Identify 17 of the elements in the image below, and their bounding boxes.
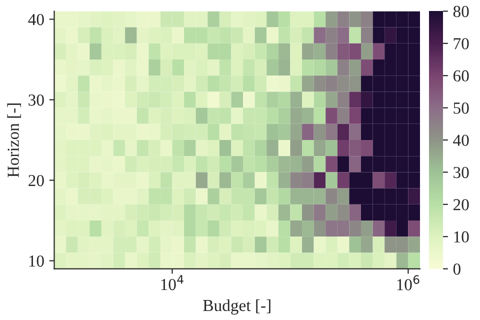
y-axis-title: Horizon [-] xyxy=(7,104,21,178)
color-bar-label: 10 xyxy=(454,231,469,243)
color-bar-label: 30 xyxy=(454,166,469,178)
y-tick-label: 30 xyxy=(28,94,44,106)
x-tick-label: 10$^{6}$ xyxy=(397,275,420,290)
color-bar-label: 40 xyxy=(453,134,469,146)
x-tick-label: 10$^{4}$ xyxy=(161,275,184,290)
x-axis-title: Budget [-] xyxy=(203,299,270,315)
color-bar-label: 50 xyxy=(454,102,469,114)
color-bar-label: 60 xyxy=(453,70,469,82)
color-bar-label: 0 xyxy=(453,264,460,275)
color-bar-label: 20 xyxy=(453,199,469,210)
y-tick-label: 40 xyxy=(28,14,44,26)
color-bar-label: 80 xyxy=(453,6,469,18)
y-tick-label: 10 xyxy=(29,255,44,267)
color-bar-label: 70 xyxy=(454,38,469,50)
y-tick-label: 20 xyxy=(28,174,44,186)
